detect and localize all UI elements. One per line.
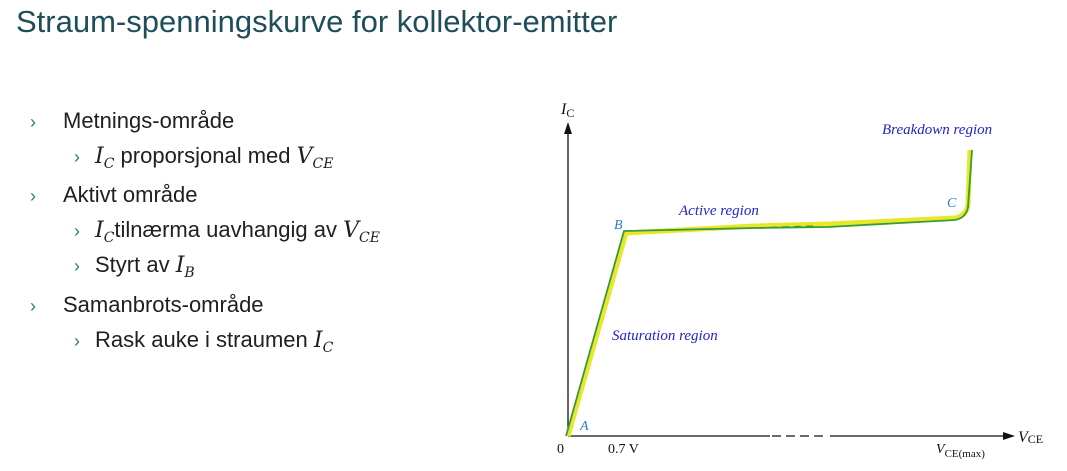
point-b-label: B: [614, 218, 623, 233]
breakdown-region-label: Breakdown region: [882, 122, 992, 138]
bullet-chevron-icon: ›: [30, 296, 36, 316]
bullet-text: Samanbrots-område: [63, 292, 264, 317]
bullet-controlled-by-ib: Styrt av IB: [95, 252, 195, 281]
bullet-saturation: Metnings-område: [63, 108, 234, 134]
bullet-rapid-increase: Rask auke i straumen IC: [95, 327, 334, 356]
y-axis-label: IC: [560, 101, 574, 120]
bullet-ic-independent: ICtilnærma uavhangig av VCE: [95, 217, 380, 246]
bullet-breakdown: Samanbrots-område: [63, 292, 264, 318]
curve-highlight: [565, 149, 973, 437]
bullet-chevron-icon: ›: [30, 186, 36, 206]
x-tick-0-7v: 0.7 V: [608, 442, 639, 457]
bullet-active: Aktivt område: [63, 182, 198, 208]
y-axis-arrow-icon: [564, 122, 572, 134]
point-c-label: C: [947, 196, 957, 211]
origin-label: 0: [557, 442, 564, 457]
bullet-chevron-icon: ›: [74, 256, 80, 276]
x-axis-arrow-icon: [1003, 432, 1015, 440]
bullet-chevron-icon: ›: [74, 221, 80, 241]
active-region-label: Active region: [678, 203, 759, 219]
bullet-chevron-icon: ›: [30, 112, 36, 132]
point-a-label: A: [579, 419, 589, 434]
curve-break: [757, 225, 819, 229]
slide-title: Straum-spenningskurve for kollektor-emit…: [16, 4, 618, 39]
bullet-chevron-icon: ›: [74, 331, 80, 351]
x-max-label: VCE(max): [936, 442, 985, 460]
bullet-chevron-icon: ›: [74, 147, 80, 167]
x-axis-label: VCE: [1018, 429, 1043, 446]
ic-curve: [565, 149, 973, 437]
bullet-text: Metnings-område: [63, 108, 235, 133]
saturation-region-label: Saturation region: [612, 328, 718, 344]
bullet-ic-proportional: IC proporsjonal med VCE: [95, 143, 334, 172]
bullet-text: Aktivt område: [63, 182, 198, 207]
